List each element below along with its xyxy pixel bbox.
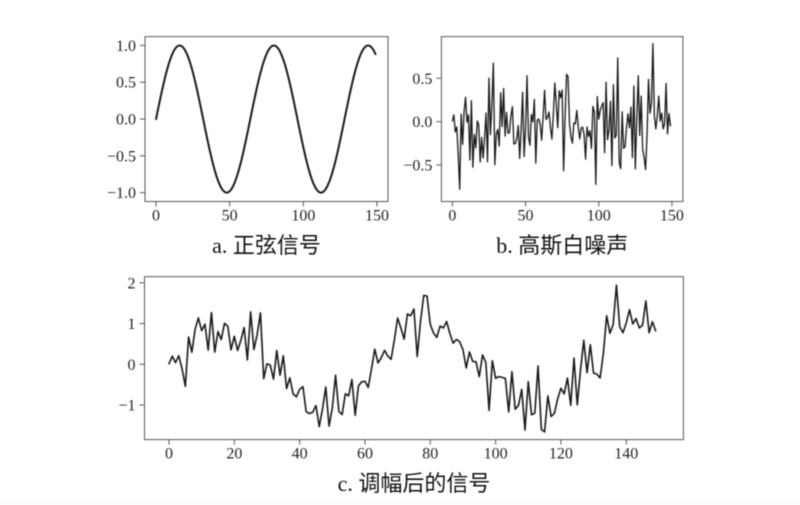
svg-text:100: 100: [291, 208, 315, 225]
svg-text:0: 0: [165, 446, 173, 463]
svg-text:100: 100: [484, 446, 508, 463]
svg-text:100: 100: [587, 208, 611, 225]
svg-text:c. 调幅后的信号: c. 调幅后的信号: [338, 471, 491, 496]
svg-text:1: 1: [128, 316, 136, 333]
svg-text:50: 50: [518, 208, 534, 225]
svg-text:2: 2: [128, 275, 136, 292]
svg-text:60: 60: [357, 446, 373, 463]
svg-text:0.5: 0.5: [116, 75, 136, 92]
svg-text:50: 50: [222, 208, 238, 225]
svg-text:140: 140: [614, 446, 638, 463]
svg-text:150: 150: [660, 208, 684, 225]
svg-text:−1: −1: [118, 397, 135, 414]
svg-text:b. 高斯白噪声: b. 高斯白噪声: [496, 233, 628, 258]
svg-text:−0.5: −0.5: [403, 158, 432, 175]
svg-text:0.0: 0.0: [116, 112, 136, 129]
svg-text:0.0: 0.0: [412, 114, 432, 131]
svg-text:0: 0: [128, 357, 136, 374]
svg-text:120: 120: [549, 446, 573, 463]
svg-text:1.0: 1.0: [116, 38, 136, 55]
svg-text:0.5: 0.5: [412, 71, 432, 88]
svg-text:20: 20: [226, 446, 242, 463]
svg-text:0: 0: [448, 208, 456, 225]
svg-text:0: 0: [152, 208, 160, 225]
svg-text:40: 40: [292, 446, 308, 463]
svg-text:−1.0: −1.0: [107, 185, 136, 202]
svg-text:80: 80: [422, 446, 438, 463]
svg-text:−0.5: −0.5: [107, 148, 136, 165]
svg-text:150: 150: [365, 208, 389, 225]
svg-text:a. 正弦信号: a. 正弦信号: [212, 233, 321, 258]
